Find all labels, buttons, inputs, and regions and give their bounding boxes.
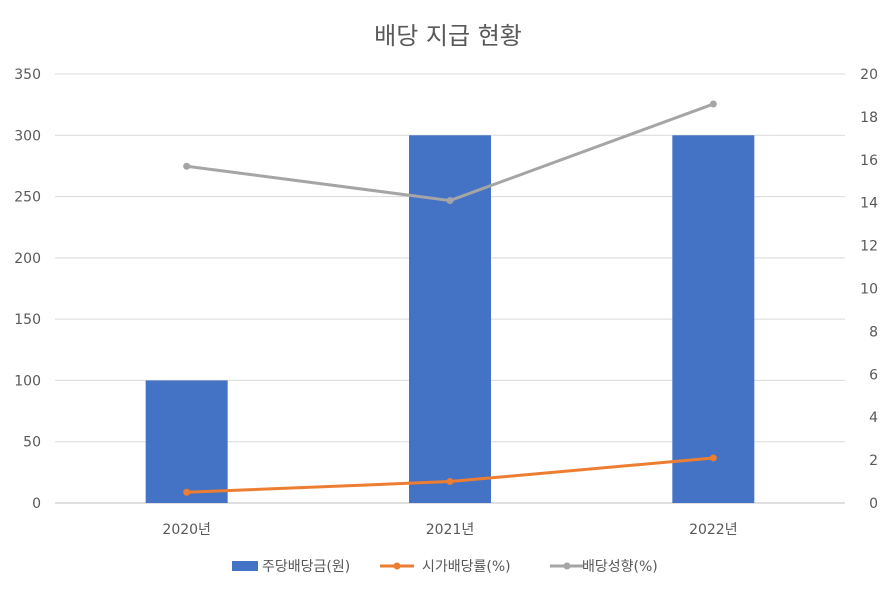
right-axis-tick-label: 8 [869, 324, 878, 340]
line-series [183, 100, 717, 496]
right-axis-tick-label: 0 [869, 496, 878, 512]
left-axis-tick-label: 250 [14, 190, 41, 206]
left-axis-tick-label: 150 [14, 312, 41, 328]
left-axis-tick-label: 350 [14, 67, 41, 83]
data-point [446, 478, 454, 486]
right-axis-tick-label: 6 [869, 367, 878, 383]
x-axis-tick-label: 2021년 [426, 522, 475, 538]
right-axis-tick-label: 4 [869, 410, 878, 426]
legend: 주당배당금(원) 시가배당률(%) 배당성향(%) [232, 559, 658, 575]
right-axis: 0 2 4 6 8 10 12 14 16 18 20 [860, 67, 878, 512]
bar [672, 135, 755, 504]
right-axis-tick-label: 12 [860, 239, 878, 255]
legend-label: 시가배당률(%) [422, 559, 511, 575]
left-axis-tick-label: 300 [14, 128, 41, 144]
right-axis-tick-label: 16 [860, 153, 878, 169]
legend-swatch [232, 561, 258, 571]
right-axis-tick-label: 10 [860, 282, 878, 298]
chart-title: 배당 지급 현황 [374, 22, 522, 50]
left-axis-tick-label: 100 [14, 373, 41, 389]
x-axis: 2020년 2021년 2022년 [162, 522, 737, 538]
data-point [183, 488, 191, 496]
left-axis-tick-label: 0 [32, 496, 41, 512]
left-axis-tick-label: 50 [23, 435, 41, 451]
data-point [183, 162, 191, 170]
legend-label: 배당성향(%) [582, 559, 658, 575]
right-axis-tick-label: 2 [869, 453, 878, 469]
x-axis-tick-label: 2020년 [162, 522, 211, 538]
legend-label: 주당배당금(원) [262, 559, 350, 575]
data-point [446, 197, 454, 205]
bar [145, 380, 228, 503]
right-axis-tick-label: 20 [860, 67, 878, 83]
left-axis: 0 50 100 150 200 250 300 350 [14, 67, 41, 512]
right-axis-tick-label: 14 [860, 196, 878, 212]
data-point [709, 100, 717, 108]
legend-marker [393, 562, 401, 570]
legend-marker [563, 562, 571, 570]
x-axis-tick-label: 2022년 [689, 522, 738, 538]
left-axis-tick-label: 200 [14, 251, 41, 267]
data-point [709, 454, 717, 462]
right-axis-tick-label: 18 [860, 110, 878, 126]
